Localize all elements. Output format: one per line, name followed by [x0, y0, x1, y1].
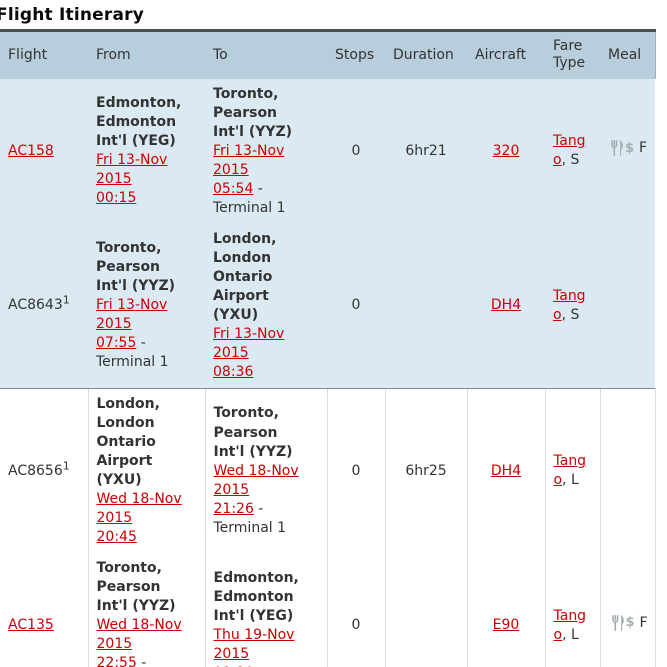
duration-cell	[384, 553, 467, 667]
duration-cell	[385, 223, 467, 389]
meal-code: F	[639, 139, 648, 156]
flight-cell: AC158	[0, 78, 88, 224]
fare-type-cell: Tango, S	[545, 223, 600, 389]
aircraft-cell: 320	[467, 78, 545, 224]
flight-footnote: 1	[62, 293, 70, 307]
meal-fee-icon: $	[625, 615, 635, 631]
from-datetime-link[interactable]: Wed 18-Nov 2015 22:55	[96, 617, 182, 667]
to-location: Edmonton, Edmonton Int'l (YEG)	[213, 569, 299, 624]
table-header-row: Flight From To Stops Duration Aircraft F…	[0, 30, 656, 79]
meal-cell: $ F	[600, 78, 655, 224]
fare-class: , L	[562, 472, 579, 489]
aircraft-link[interactable]: DH4	[490, 297, 522, 314]
meal-cell	[600, 223, 655, 389]
to-datetime-link[interactable]: Fri 13-Nov 2015 05:54	[213, 142, 285, 197]
flight-cell: AC86561	[0, 387, 88, 554]
to-datetime-link[interactable]: Thu 19-Nov 2015 01:10	[213, 626, 295, 667]
meal-cutlery-icon	[611, 615, 624, 632]
fare-class: , L	[562, 626, 579, 643]
header-from: From	[88, 30, 205, 79]
segment-row: AC158 Edmonton, Edmonton Int'l (YEG) Fri…	[0, 78, 655, 224]
flight-cell: AC135	[0, 553, 88, 667]
flight-number: AC8656	[8, 462, 63, 479]
fare-type-cell: Tango, S	[545, 78, 600, 224]
fare-class: , S	[561, 152, 580, 169]
from-location: Edmonton, Edmonton Int'l (YEG)	[96, 95, 182, 150]
fare-type-cell: Tango, L	[544, 387, 600, 554]
fare-type-link[interactable]: Tango	[553, 453, 587, 489]
aircraft-cell: DH4	[467, 223, 545, 389]
from-terminal: - Terminal 1	[141, 655, 147, 667]
meal-cell: $ F	[599, 553, 656, 667]
from-location: Toronto, Pearson Int'l (YYZ)	[96, 560, 176, 615]
flight-number-link[interactable]: AC158	[8, 142, 54, 159]
fare-type-link[interactable]: Tango	[553, 133, 586, 169]
fare-type-cell: Tango, L	[544, 553, 600, 667]
from-datetime-link[interactable]: Wed 18-Nov 2015 20:45	[96, 491, 182, 546]
from-cell: Edmonton, Edmonton Int'l (YEG) Fri 13-No…	[88, 78, 205, 224]
flight-footnote: 1	[62, 458, 70, 472]
to-cell: Toronto, Pearson Int'l (YYZ) Wed 18-Nov …	[204, 387, 327, 554]
header-meal: Meal	[600, 30, 656, 79]
from-location: Toronto, Pearson Int'l (YYZ)	[96, 240, 176, 295]
from-location: London, London Ontario Airport (YXU)	[96, 395, 160, 489]
to-location: London, London Ontario Airport (YXU)	[213, 230, 277, 323]
aircraft-link[interactable]: 320	[492, 142, 520, 159]
aircraft-link[interactable]: E90	[492, 617, 520, 634]
to-location: Toronto, Pearson Int'l (YYZ)	[213, 405, 293, 460]
to-terminal: - Terminal 1	[213, 180, 286, 216]
duration-cell: 6hr21	[385, 78, 467, 224]
stops-cell: 0	[327, 78, 385, 224]
aircraft-link[interactable]: DH4	[490, 462, 522, 479]
header-aircraft: Aircraft	[467, 30, 545, 79]
from-cell: Toronto, Pearson Int'l (YYZ) Wed 18-Nov …	[87, 553, 205, 667]
from-datetime-link[interactable]: Fri 13-Nov 2015 07:55	[96, 297, 168, 352]
to-cell: Edmonton, Edmonton Int'l (YEG) Thu 19-No…	[204, 553, 327, 667]
to-cell: Toronto, Pearson Int'l (YYZ) Fri 13-Nov …	[205, 78, 327, 224]
flight-number: AC8643	[8, 297, 63, 314]
aircraft-cell: E90	[466, 553, 545, 667]
to-datetime-link[interactable]: Wed 18-Nov 2015 21:26	[213, 462, 299, 517]
to-terminal: - Terminal 1	[213, 500, 287, 536]
meal-code: F	[639, 614, 648, 631]
header-to: To	[205, 30, 327, 79]
segment-row: AC86431 Toronto, Pearson Int'l (YYZ) Fri…	[0, 223, 655, 389]
segment-row: AC135 Toronto, Pearson Int'l (YYZ) Wed 1…	[0, 553, 656, 667]
flight-cell: AC86431	[0, 223, 88, 389]
stops-cell: 0	[326, 387, 385, 554]
meal-fee-icon: $	[625, 140, 635, 156]
meal-cutlery-icon	[611, 140, 623, 157]
page-title: Flight Itinerary	[0, 5, 145, 25]
header-fare-type: Fare Type	[545, 30, 600, 79]
stops-cell: 0	[327, 223, 385, 389]
header-stops: Stops	[327, 30, 385, 79]
header-duration: Duration	[385, 30, 467, 79]
flight-number-link[interactable]: AC135	[8, 617, 54, 634]
duration-cell: 6hr25	[384, 387, 467, 554]
segment-row: AC86561 London, London Ontario Airport (…	[0, 387, 656, 554]
fare-type-link[interactable]: Tango	[553, 607, 587, 643]
meal-cell	[599, 387, 656, 554]
header-flight: Flight	[0, 30, 88, 79]
stops-cell: 0	[326, 553, 385, 667]
to-datetime-link[interactable]: Fri 13-Nov 2015 08:36	[213, 325, 285, 380]
from-terminal: - Terminal 1	[96, 335, 169, 371]
itinerary-table: Flight From To Stops Duration Aircraft F…	[0, 29, 656, 667]
fare-class: , S	[561, 306, 580, 323]
from-cell: Toronto, Pearson Int'l (YYZ) Fri 13-Nov …	[88, 223, 205, 389]
to-cell: London, London Ontario Airport (YXU) Fri…	[205, 223, 327, 389]
fare-type-link[interactable]: Tango	[553, 287, 586, 323]
to-location: Toronto, Pearson Int'l (YYZ)	[213, 85, 293, 140]
from-datetime-link[interactable]: Fri 13-Nov 2015 00:15	[96, 152, 168, 207]
aircraft-cell: DH4	[466, 387, 545, 554]
from-cell: London, London Ontario Airport (YXU) Wed…	[87, 387, 205, 554]
